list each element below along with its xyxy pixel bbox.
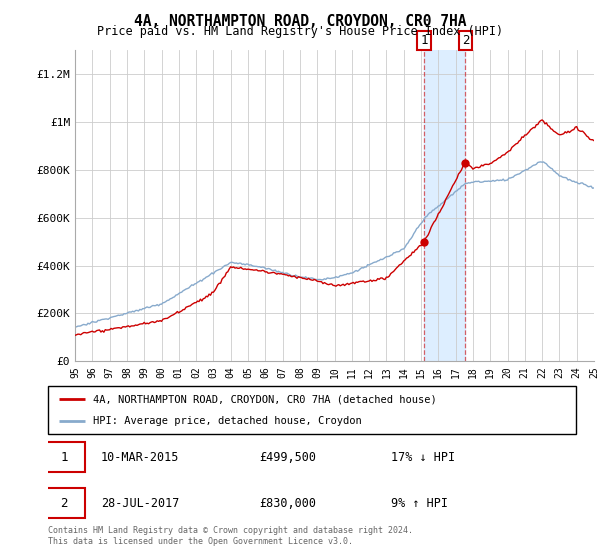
Bar xyxy=(424,50,466,361)
FancyBboxPatch shape xyxy=(43,442,85,473)
Text: HPI: Average price, detached house, Croydon: HPI: Average price, detached house, Croy… xyxy=(93,416,362,426)
Text: £499,500: £499,500 xyxy=(259,451,316,464)
Text: £830,000: £830,000 xyxy=(259,497,316,510)
Text: 17% ↓ HPI: 17% ↓ HPI xyxy=(391,451,455,464)
Text: 2: 2 xyxy=(60,497,68,510)
Text: 10-MAR-2015: 10-MAR-2015 xyxy=(101,451,179,464)
Text: 2: 2 xyxy=(462,34,469,47)
Text: Contains HM Land Registry data © Crown copyright and database right 2024.
This d: Contains HM Land Registry data © Crown c… xyxy=(48,526,413,546)
FancyBboxPatch shape xyxy=(48,386,576,434)
Text: 4A, NORTHAMPTON ROAD, CROYDON, CR0 7HA (detached house): 4A, NORTHAMPTON ROAD, CROYDON, CR0 7HA (… xyxy=(93,394,437,404)
Text: Price paid vs. HM Land Registry's House Price Index (HPI): Price paid vs. HM Land Registry's House … xyxy=(97,25,503,38)
Text: 9% ↑ HPI: 9% ↑ HPI xyxy=(391,497,448,510)
Text: 28-JUL-2017: 28-JUL-2017 xyxy=(101,497,179,510)
FancyBboxPatch shape xyxy=(43,488,85,519)
Text: 1: 1 xyxy=(60,451,68,464)
Text: 4A, NORTHAMPTON ROAD, CROYDON, CR0 7HA: 4A, NORTHAMPTON ROAD, CROYDON, CR0 7HA xyxy=(134,14,466,29)
Text: 1: 1 xyxy=(421,34,428,47)
